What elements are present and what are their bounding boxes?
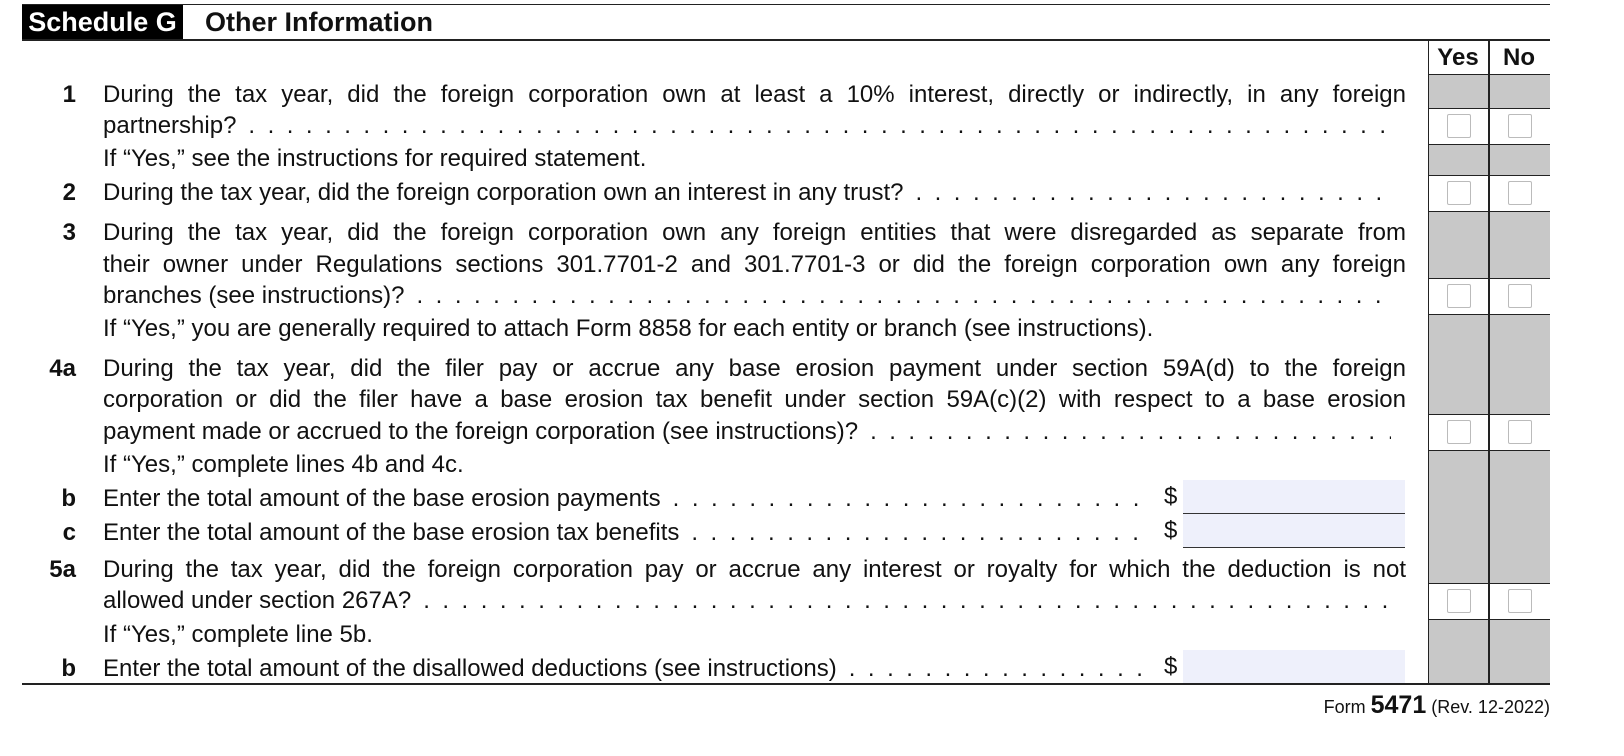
question-text: During the tax year, did the foreign cor… bbox=[103, 178, 1391, 208]
dot-leader: ........................................… bbox=[416, 282, 1391, 309]
form-number: 5471 bbox=[1370, 691, 1427, 719]
amount-field[interactable] bbox=[1183, 514, 1405, 548]
dot-leader: ........................................… bbox=[915, 179, 1391, 206]
question-text: their owner under Regulations sections 3… bbox=[103, 251, 1406, 278]
yes-checkbox[interactable] bbox=[1447, 420, 1471, 444]
cell-rule bbox=[1428, 74, 1550, 75]
no-header: No bbox=[1503, 44, 1535, 71]
amount-field[interactable] bbox=[1183, 650, 1405, 683]
schedule-label: Schedule G bbox=[22, 5, 183, 40]
question-text: During the tax year, did the foreign cor… bbox=[103, 81, 1406, 108]
question-text: During the tax year, did the foreign cor… bbox=[103, 219, 1406, 246]
text: allowed under section 267A? bbox=[103, 587, 412, 614]
line-number: 4a bbox=[49, 355, 76, 382]
question-text: corporation or did the filer have a base… bbox=[103, 386, 1406, 413]
no-checkbox[interactable] bbox=[1508, 420, 1532, 444]
no-checkbox[interactable] bbox=[1508, 114, 1532, 138]
yes-checkbox[interactable] bbox=[1447, 181, 1471, 205]
line-number: b bbox=[61, 655, 76, 682]
text: Enter the total amount of the disallowed… bbox=[103, 655, 837, 682]
col-line bbox=[1488, 414, 1490, 451]
no-checkbox[interactable] bbox=[1508, 589, 1532, 613]
text: branches (see instructions)? bbox=[103, 282, 405, 309]
no-checkbox[interactable] bbox=[1508, 181, 1532, 205]
question-text: Enter the total amount of the base erosi… bbox=[103, 484, 1153, 514]
question-text: Enter the total amount of the disallowed… bbox=[103, 654, 1153, 684]
yes-header: Yes bbox=[1437, 44, 1479, 71]
top-rule bbox=[22, 4, 1550, 5]
dot-leader: ........................................… bbox=[870, 418, 1391, 445]
question-text: During the tax year, did the filer pay o… bbox=[103, 355, 1406, 382]
note-text: If “Yes,” complete line 5b. bbox=[103, 621, 373, 648]
question-text: Enter the total amount of the base erosi… bbox=[103, 518, 1153, 548]
note-text: If “Yes,” complete lines 4b and 4c. bbox=[103, 451, 464, 478]
text: During the tax year, did the foreign cor… bbox=[103, 179, 904, 206]
line-number: 5a bbox=[49, 556, 76, 583]
amount-field[interactable] bbox=[1183, 480, 1405, 514]
text: partnership? bbox=[103, 112, 237, 139]
header-rule bbox=[22, 39, 1550, 41]
no-checkbox[interactable] bbox=[1508, 284, 1532, 308]
col-line bbox=[1488, 40, 1490, 684]
form-footer: Form 5471 (Rev. 12-2022) bbox=[1324, 690, 1550, 722]
yes-checkbox[interactable] bbox=[1447, 284, 1471, 308]
yes-checkbox[interactable] bbox=[1447, 114, 1471, 138]
currency-sign: $ bbox=[1164, 483, 1178, 510]
dot-leader: ........................................… bbox=[248, 112, 1391, 139]
question-text: allowed under section 267A?.............… bbox=[103, 586, 1391, 616]
col-line bbox=[1488, 108, 1490, 145]
line-number: b bbox=[61, 485, 76, 512]
line-number: 2 bbox=[62, 179, 76, 206]
col-line bbox=[1488, 175, 1490, 212]
question-text: payment made or accrued to the foreign c… bbox=[103, 417, 1391, 447]
col-line bbox=[1428, 40, 1429, 684]
dot-leader: ........................................… bbox=[423, 587, 1391, 614]
dot-leader: ........................................… bbox=[691, 519, 1153, 546]
dot-leader: ........................................… bbox=[848, 655, 1153, 682]
col-line bbox=[1488, 278, 1490, 315]
line-number: 3 bbox=[62, 219, 76, 246]
schedule-title: Other Information bbox=[205, 7, 433, 37]
question-text: During the tax year, did the foreign cor… bbox=[103, 556, 1406, 583]
text: payment made or accrued to the foreign c… bbox=[103, 418, 859, 445]
bottom-rule bbox=[22, 683, 1550, 685]
question-text: branches (see instructions)?............… bbox=[103, 281, 1391, 311]
note-text: If “Yes,” you are generally required to … bbox=[103, 315, 1154, 342]
dot-leader: ........................................… bbox=[672, 485, 1153, 512]
yes-checkbox[interactable] bbox=[1447, 589, 1471, 613]
currency-sign: $ bbox=[1164, 653, 1178, 680]
form-label: Form bbox=[1323, 697, 1366, 717]
text: Enter the total amount of the base erosi… bbox=[103, 485, 661, 512]
line-number: c bbox=[62, 519, 76, 546]
question-text: partnership?............................… bbox=[103, 111, 1391, 141]
line-number: 1 bbox=[62, 81, 76, 108]
note-text: If “Yes,” see the instructions for requi… bbox=[103, 145, 647, 172]
col-line bbox=[1488, 583, 1490, 620]
form-revision: (Rev. 12-2022) bbox=[1431, 697, 1550, 717]
text: Enter the total amount of the base erosi… bbox=[103, 519, 680, 546]
currency-sign: $ bbox=[1164, 517, 1178, 544]
